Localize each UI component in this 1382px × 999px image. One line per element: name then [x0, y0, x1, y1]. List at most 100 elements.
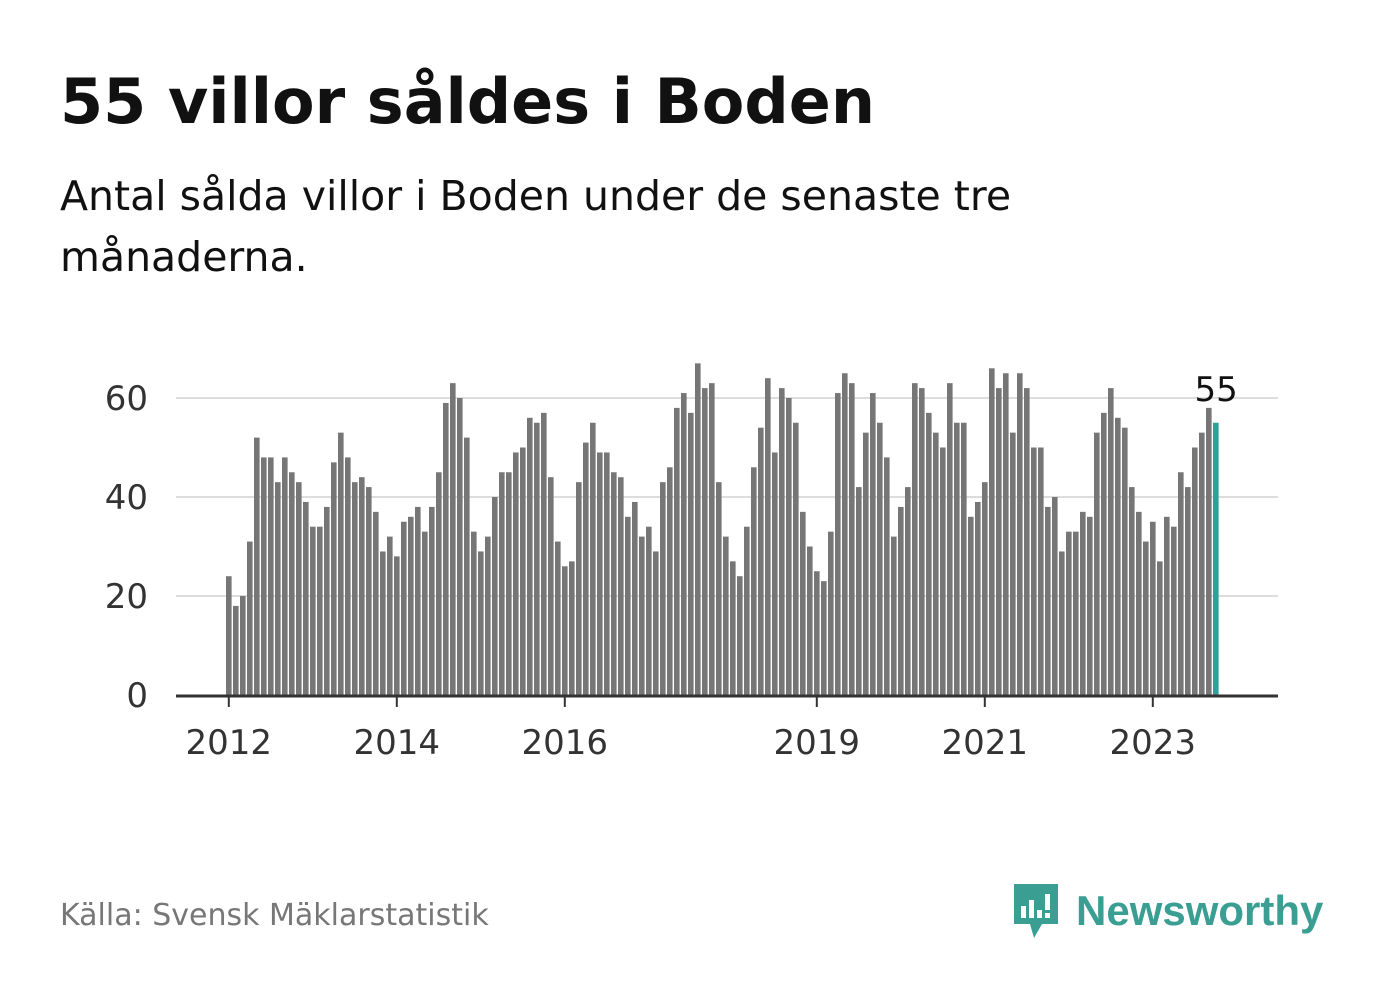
chart-subtitle: Antal sålda villor i Boden under de sena…	[60, 172, 1012, 281]
bar	[737, 576, 743, 695]
bar	[492, 497, 498, 695]
bar	[1066, 531, 1072, 695]
bar	[709, 383, 715, 695]
bar	[625, 516, 631, 695]
bar	[1017, 373, 1023, 695]
bar	[443, 402, 449, 695]
bar	[681, 393, 687, 695]
bar	[793, 422, 799, 695]
bar	[1003, 373, 1009, 695]
bar	[345, 457, 351, 695]
y-tick-label: 60	[105, 379, 148, 419]
x-tick-label: 2014	[354, 723, 441, 763]
bar	[849, 383, 855, 695]
bar	[1115, 417, 1121, 695]
bar	[506, 472, 512, 695]
bar	[821, 581, 827, 695]
bar	[324, 506, 330, 695]
bar	[485, 536, 491, 695]
brand-logo[interactable]: Newsworthy	[1010, 878, 1323, 944]
bar	[394, 556, 400, 695]
bar	[870, 393, 876, 695]
bar	[1150, 521, 1156, 695]
bar	[926, 412, 932, 695]
x-tick-label: 2023	[1110, 723, 1197, 763]
bar	[1129, 487, 1135, 695]
bar	[1101, 412, 1107, 695]
bar	[422, 531, 428, 695]
bars	[226, 363, 1219, 695]
bar	[863, 432, 869, 695]
bar	[1192, 447, 1198, 695]
bar	[366, 487, 372, 695]
bar	[226, 576, 232, 695]
bar	[541, 412, 547, 695]
bar	[940, 447, 946, 695]
source-note: Källa: Svensk Mäklarstatistik	[60, 898, 489, 933]
bar	[464, 437, 470, 695]
bar	[1143, 541, 1149, 695]
bar	[1108, 388, 1114, 695]
bar	[548, 477, 554, 695]
bar	[779, 388, 785, 695]
bar	[1157, 561, 1163, 695]
bar	[961, 422, 967, 695]
x-tick-label: 2016	[522, 723, 609, 763]
bar	[989, 368, 995, 695]
bar	[562, 566, 568, 695]
bar	[289, 472, 295, 695]
bar	[968, 516, 974, 695]
bar	[520, 447, 526, 695]
bar	[632, 501, 638, 695]
y-tick-label: 40	[105, 478, 148, 518]
bar	[352, 482, 358, 695]
bar	[688, 412, 694, 695]
axes	[176, 694, 1278, 707]
bar	[240, 596, 246, 695]
bar-latest	[1213, 422, 1219, 695]
bar	[695, 363, 701, 695]
bar	[1073, 531, 1079, 695]
chart-title: 55 villor såldes i Boden	[60, 65, 875, 138]
bar	[331, 462, 337, 695]
bar	[828, 531, 834, 695]
bar	[457, 398, 463, 695]
bar	[954, 422, 960, 695]
bar	[527, 417, 533, 695]
bar	[814, 571, 820, 695]
bar	[597, 452, 603, 695]
bar	[1045, 506, 1051, 695]
bar	[919, 388, 925, 695]
bar	[1206, 407, 1212, 695]
bar	[310, 526, 316, 695]
bar	[660, 482, 666, 695]
bar	[912, 383, 918, 695]
bar	[1052, 497, 1058, 695]
bar	[723, 536, 729, 695]
bar	[268, 457, 274, 695]
bar	[408, 516, 414, 695]
bar	[1038, 447, 1044, 695]
bar	[1087, 516, 1093, 695]
bar	[576, 482, 582, 695]
axis-labels: 0 20 40 60 2012 2014 2016 2019 2021 2023 55	[105, 370, 1238, 763]
bar	[471, 531, 477, 695]
bar	[317, 526, 323, 695]
bar	[730, 561, 736, 695]
bar	[639, 536, 645, 695]
bar	[583, 442, 589, 695]
bar	[373, 511, 379, 695]
bar	[261, 457, 267, 695]
y-tick-label: 0	[126, 676, 148, 716]
bar	[534, 422, 540, 695]
bar	[1122, 427, 1128, 695]
bar	[884, 457, 890, 695]
bar	[590, 422, 596, 695]
bar	[401, 521, 407, 695]
bar	[296, 482, 302, 695]
bar	[513, 452, 519, 695]
y-tick-label: 20	[105, 577, 148, 617]
bar	[765, 378, 771, 695]
bar	[898, 506, 904, 695]
x-tick-label: 2012	[186, 723, 273, 763]
